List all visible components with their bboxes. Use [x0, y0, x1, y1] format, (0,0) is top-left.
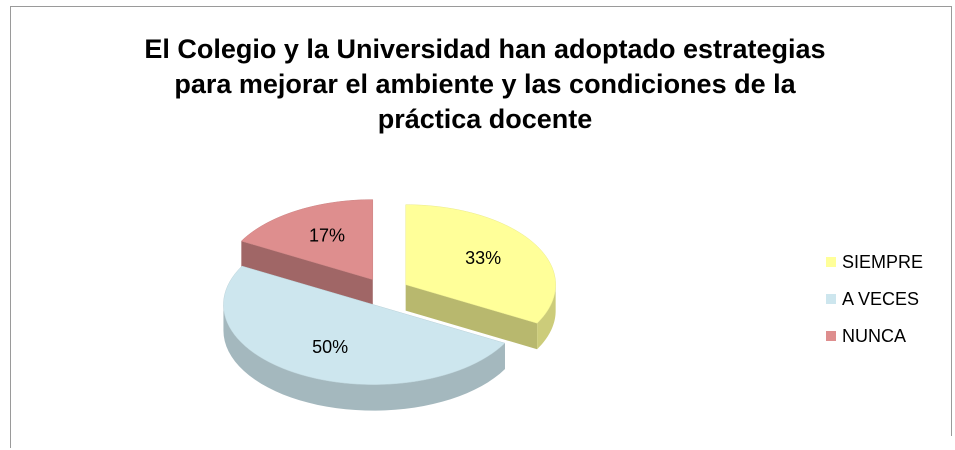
- slice: [240, 199, 374, 280]
- legend-label: SIEMPRE: [842, 252, 923, 272]
- legend-label: NUNCA: [842, 326, 906, 346]
- data-label: 33%: [465, 248, 501, 268]
- legend-swatch: [826, 294, 836, 304]
- data-label: 50%: [312, 337, 348, 357]
- slice-side: [405, 284, 538, 350]
- chart-title: El Colegio y la Universidad han adoptado…: [144, 34, 826, 134]
- slice-side: [241, 241, 373, 306]
- legend-swatch: [826, 257, 836, 267]
- slice: [405, 204, 556, 324]
- chart-border: [10, 6, 952, 448]
- legend-label: A VECES: [842, 289, 919, 309]
- data-label: 17%: [309, 226, 345, 246]
- legend-swatch: [826, 331, 836, 341]
- slice-wall: [223, 304, 505, 411]
- slice-wall: [537, 284, 556, 350]
- slice: [223, 265, 506, 385]
